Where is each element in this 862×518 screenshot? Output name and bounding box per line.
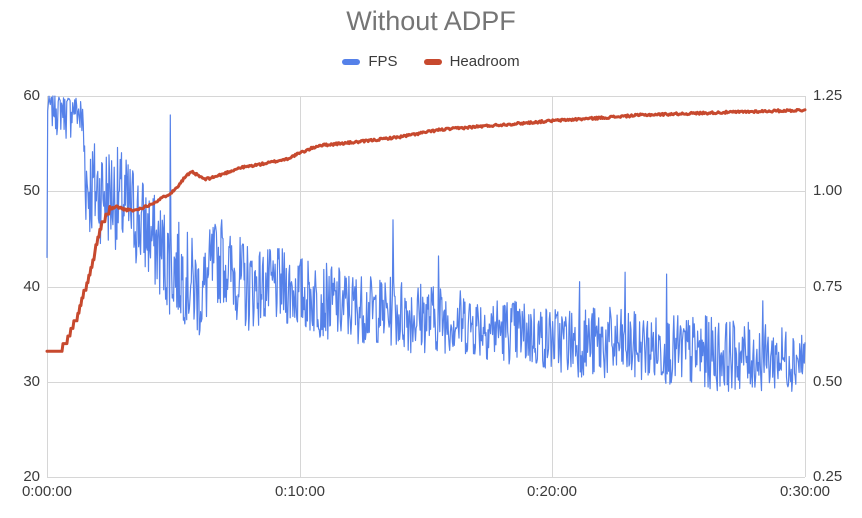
y-left-tick: 30 [23,373,40,390]
y-left-tick: 50 [23,182,40,199]
chart-title: Without ADPF [346,6,516,36]
fps-series-swatch-icon [342,58,361,65]
x-axis-tick: 0:00:00 [21,483,73,500]
legend-item-fps: FPS [342,53,398,70]
y-right-tick: 0.25 [813,468,843,485]
headroom-series-swatch-icon [423,58,442,65]
headroom-line [45,108,807,353]
y-right-tick: 0.75 [813,278,843,295]
y-left-tick: 20 [23,468,40,485]
y-left-tick: 40 [23,278,40,295]
legend-label-fps: FPS [368,53,398,70]
x-axis-tick: 0:20:00 [526,483,578,500]
x-axis-tick: 0:30:00 [779,483,831,500]
y-left-tick: 60 [23,87,40,104]
x-axis-tick: 0:10:00 [274,483,326,500]
legend: FPS Headroom [0,53,862,70]
y-right-tick: 1.00 [813,182,843,199]
legend-item-headroom: Headroom [423,53,520,70]
y-right-tick: 0.50 [813,373,843,390]
y-right-tick: 1.25 [813,87,843,104]
fps-line [46,95,806,392]
legend-label-headroom: Headroom [449,53,520,70]
